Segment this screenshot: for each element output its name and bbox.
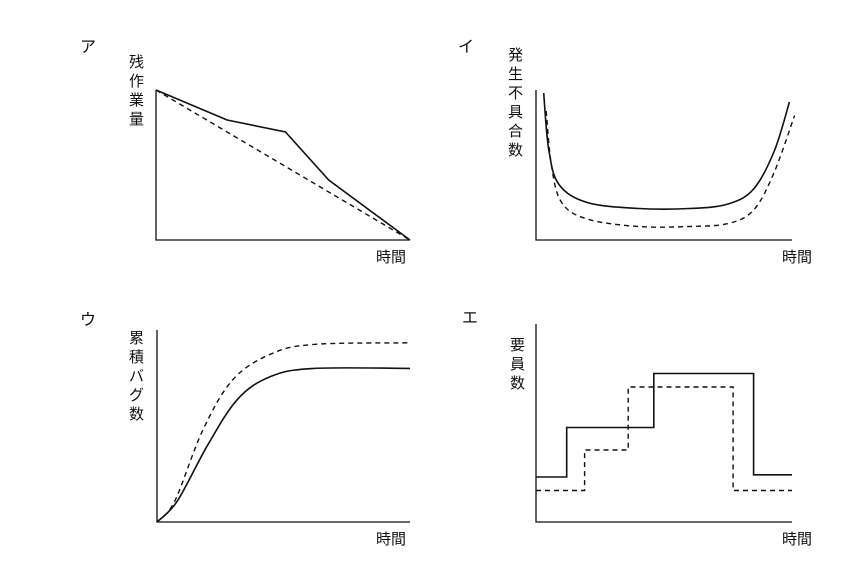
panel-label-i: イ (458, 37, 474, 56)
ylabel-char: 数 (508, 141, 523, 159)
panel-u: ウ 累 積 バ グ 数 時間 (80, 310, 411, 548)
ylabel-char: 累 (129, 329, 144, 347)
series-solid-a (155, 89, 411, 241)
series-dashed-a (155, 89, 411, 241)
ylabel-char: 残 (129, 53, 144, 71)
ylabel-char: 不 (508, 84, 523, 102)
axes-e (535, 324, 792, 523)
ylabel-char: 発 (508, 46, 523, 64)
x-axis-label-a: 時間 (376, 248, 406, 266)
x-axis-label-e: 時間 (782, 530, 812, 548)
y-axis-label-a: 残 作 業 量 (129, 53, 144, 128)
panel-label-a: ア (80, 37, 96, 56)
axes-u (156, 330, 410, 523)
y-axis-label-u: 累 積 バ グ 数 (129, 329, 144, 423)
ylabel-char: 数 (129, 405, 144, 423)
axes-a (155, 90, 410, 241)
ylabel-char: 要 (510, 336, 525, 354)
panel-label-e: エ (462, 308, 478, 327)
ylabel-char: 具 (508, 103, 523, 121)
ylabel-char: 量 (129, 110, 144, 128)
x-axis-label-i: 時間 (782, 248, 812, 266)
y-axis-label-e: 要 員 数 (510, 336, 525, 392)
series-solid-i (542, 92, 791, 210)
series-solid-u (156, 367, 411, 523)
panel-i: イ 発 生 不 具 合 数 時間 (458, 37, 812, 266)
ylabel-char: 業 (129, 91, 144, 109)
panel-label-u: ウ (80, 310, 96, 329)
ylabel-char: 生 (508, 65, 523, 83)
series-solid-e (536, 372, 792, 478)
panel-a: ア 残 作 業 量 時間 (80, 37, 411, 266)
series-dashed-i (545, 110, 796, 228)
y-axis-label-i: 発 生 不 具 合 数 (508, 46, 523, 159)
series-dashed-u (156, 342, 411, 523)
x-axis-label-u: 時間 (376, 530, 406, 548)
ylabel-char: バ (129, 367, 144, 385)
panel-e: エ 要 員 数 時間 (462, 308, 812, 548)
ylabel-char: 作 (129, 72, 144, 90)
ylabel-char: 員 (510, 355, 525, 373)
ylabel-char: 積 (129, 348, 144, 366)
series-dashed-e (536, 386, 792, 492)
ylabel-char: 数 (510, 374, 525, 392)
axes-i (535, 90, 792, 241)
ylabel-char: グ (129, 386, 144, 404)
ylabel-char: 合 (508, 122, 523, 140)
